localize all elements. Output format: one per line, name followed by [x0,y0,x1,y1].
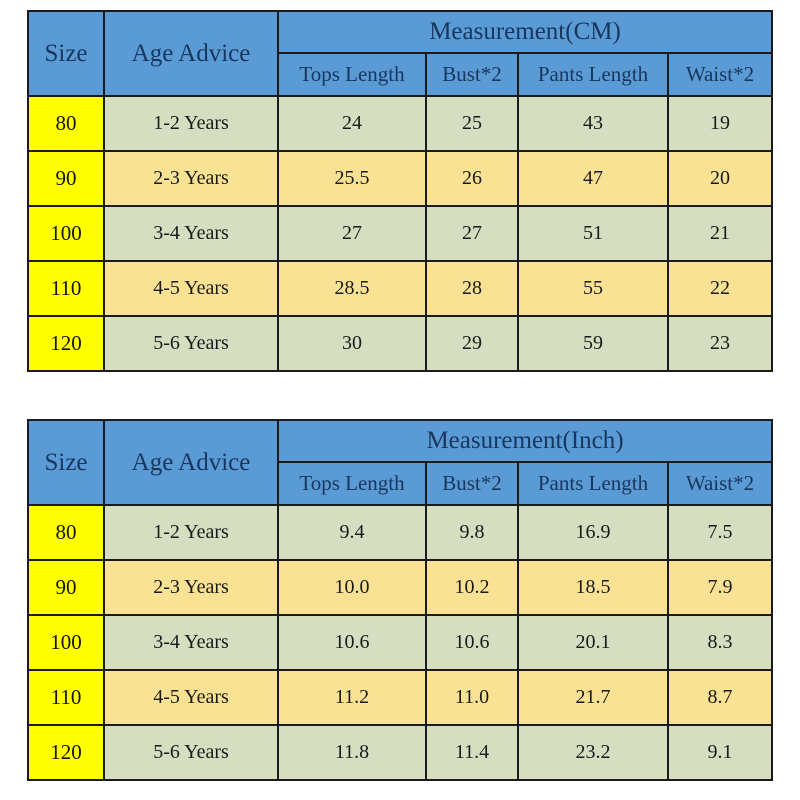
waist-cell: 7.9 [666,559,774,616]
tops-length-cell: 10.6 [277,614,427,671]
bust-cell: 9.8 [425,504,519,561]
tops-length-cell: 24 [277,95,427,152]
waist-cell: 22 [667,260,773,317]
age-cell: 2-3 Years [103,559,279,616]
bust-cell: 27 [425,205,519,262]
table-header-row: Size Age Advice Measurement(CM) [27,10,773,97]
table-subheader-row: Tops Length Bust*2 Pants Length Waist*2 [28,461,774,506]
measurement-group-header: Measurement(Inch) [276,419,774,463]
table-row: 100 3-4 Years 27 27 51 21 [27,205,773,262]
size-cell: 80 [27,95,105,152]
subheader-waist: Waist*2 [667,52,773,97]
table-row: 90 2-3 Years 25.5 26 47 20 [27,150,773,207]
age-advice-header: Age Advice [103,419,279,506]
tops-length-cell: 11.2 [277,669,427,726]
size-cell: 90 [27,150,105,207]
bust-cell: 10.6 [425,614,519,671]
age-advice-header: Age Advice [103,10,279,97]
waist-cell: 8.3 [666,614,774,671]
size-table-cm: Size Age Advice Measurement(CM) Tops Len… [27,10,773,372]
bust-cell: 25 [425,95,519,152]
age-cell: 4-5 Years [103,669,279,726]
waist-cell: 19 [667,95,773,152]
subheader-tops-length: Tops Length [277,461,427,506]
size-cell: 90 [27,559,105,616]
table-row: 80 1-2 Years 24 25 43 19 [27,95,773,152]
tops-length-cell: 9.4 [277,504,427,561]
pants-length-cell: 21.7 [517,669,669,726]
measurement-group-header: Measurement(CM) [277,10,773,54]
size-cell: 110 [27,669,105,726]
size-cell: 120 [27,315,105,372]
tops-length-cell: 30 [277,315,427,372]
subheader-bust: Bust*2 [425,52,519,97]
bust-cell: 11.4 [425,724,519,781]
table-row: 120 5-6 Years 30 29 59 23 [27,315,773,372]
size-header: Size [27,10,105,97]
table-subheader-row: Tops Length Bust*2 Pants Length Waist*2 [28,52,773,97]
age-cell: 5-6 Years [103,315,279,372]
subheader-pants-length: Pants Length [517,52,669,97]
age-cell: 3-4 Years [103,205,279,262]
bust-cell: 28 [425,260,519,317]
tops-length-cell: 28.5 [277,260,427,317]
pants-length-cell: 23.2 [517,724,669,781]
waist-cell: 20 [667,150,773,207]
age-cell: 4-5 Years [103,260,279,317]
pants-length-cell: 51 [517,205,669,262]
size-cell: 100 [27,614,105,671]
table-row: 110 4-5 Years 11.2 11.0 21.7 8.7 [27,669,774,726]
tops-length-cell: 10.0 [277,559,427,616]
age-cell: 1-2 Years [103,504,279,561]
age-cell: 3-4 Years [103,614,279,671]
table-row: 90 2-3 Years 10.0 10.2 18.5 7.9 [27,559,774,616]
waist-cell: 8.7 [666,669,774,726]
subheader-waist: Waist*2 [666,461,774,506]
bust-cell: 10.2 [425,559,519,616]
pants-length-cell: 59 [517,315,669,372]
tops-length-cell: 27 [277,205,427,262]
waist-cell: 21 [667,205,773,262]
table-row: 110 4-5 Years 28.5 28 55 22 [27,260,773,317]
tops-length-cell: 11.8 [277,724,427,781]
pants-length-cell: 47 [517,150,669,207]
tops-length-cell: 25.5 [277,150,427,207]
bust-cell: 29 [425,315,519,372]
bust-cell: 11.0 [425,669,519,726]
waist-cell: 23 [667,315,773,372]
pants-length-cell: 18.5 [517,559,669,616]
size-cell: 110 [27,260,105,317]
pants-length-cell: 55 [517,260,669,317]
table-row: 120 5-6 Years 11.8 11.4 23.2 9.1 [27,724,774,781]
pants-length-cell: 20.1 [517,614,669,671]
size-cell: 100 [27,205,105,262]
size-cell: 120 [27,724,105,781]
age-cell: 1-2 Years [103,95,279,152]
table-row: 100 3-4 Years 10.6 10.6 20.1 8.3 [27,614,774,671]
size-cell: 80 [27,504,105,561]
bust-cell: 26 [425,150,519,207]
waist-cell: 9.1 [666,724,774,781]
size-header: Size [27,419,105,506]
pants-length-cell: 16.9 [517,504,669,561]
subheader-pants-length: Pants Length [517,461,669,506]
table-header-row: Size Age Advice Measurement(Inch) [27,419,774,506]
table-row: 80 1-2 Years 9.4 9.8 16.9 7.5 [27,504,774,561]
waist-cell: 7.5 [666,504,774,561]
pants-length-cell: 43 [517,95,669,152]
subheader-tops-length: Tops Length [277,52,427,97]
age-cell: 5-6 Years [103,724,279,781]
age-cell: 2-3 Years [103,150,279,207]
subheader-bust: Bust*2 [425,461,519,506]
size-table-inch: Size Age Advice Measurement(Inch) Tops L… [27,419,774,781]
